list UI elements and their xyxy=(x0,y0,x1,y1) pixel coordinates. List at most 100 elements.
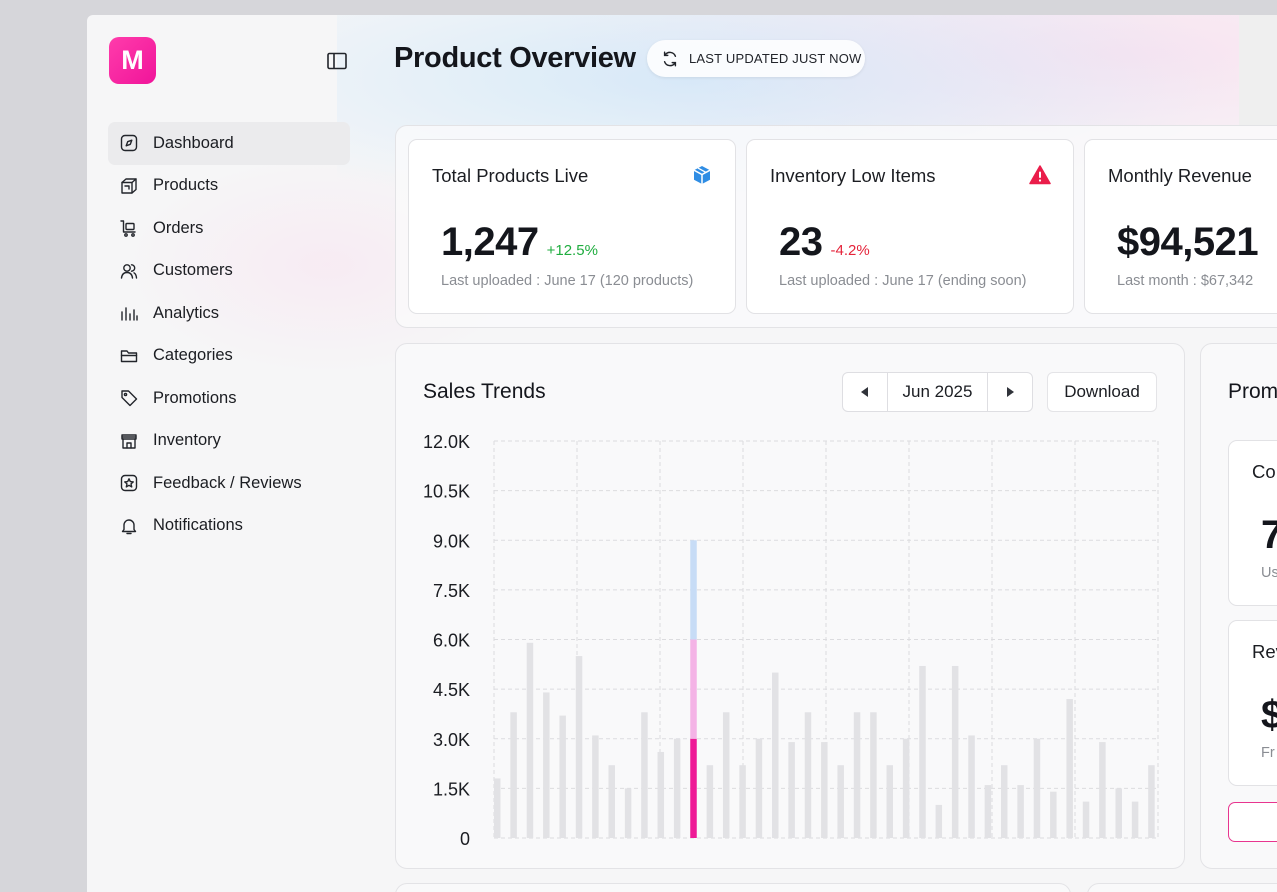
app-window: M Dashboard Products Orders Customers Analyt… xyxy=(87,15,1277,892)
stat-value: 23 -4.2% xyxy=(779,220,870,265)
chart-bar[interactable] xyxy=(951,665,959,838)
promo-card-subtext: Fr xyxy=(1261,745,1275,761)
chart-bar[interactable] xyxy=(804,712,812,838)
bottom-panel-left xyxy=(395,883,1071,892)
chart-bar[interactable] xyxy=(559,715,566,838)
chart-bar[interactable] xyxy=(1131,801,1139,838)
sales-trends-title: Sales Trends xyxy=(423,380,546,403)
chart-bar[interactable] xyxy=(886,765,894,838)
chart-bar[interactable] xyxy=(1148,765,1155,838)
promo-card-coupons: Co 7 Us xyxy=(1228,440,1277,606)
chart-bar[interactable] xyxy=(1000,765,1008,838)
sidebar-item-inventory[interactable]: Inventory xyxy=(108,420,350,463)
chart-bar[interactable] xyxy=(706,765,714,838)
chart-bar[interactable] xyxy=(641,712,648,838)
chart-bar[interactable] xyxy=(543,692,550,838)
cart-icon xyxy=(120,220,136,238)
download-button[interactable]: Download xyxy=(1047,372,1157,412)
warning-icon xyxy=(1029,164,1051,186)
chart-bar[interactable] xyxy=(984,785,992,838)
last-updated-badge[interactable]: LAST UPDATED JUST NOW xyxy=(647,40,865,77)
sidebar-item-label: Inventory xyxy=(153,431,221,450)
chart-bar[interactable] xyxy=(722,712,730,838)
stat-subtext: Last month : $67,342 xyxy=(1117,273,1254,289)
y-tick-label: 12.0K xyxy=(423,432,470,452)
chart-bar[interactable] xyxy=(853,712,861,838)
promo-card-value: $ xyxy=(1261,693,1277,737)
sidebar-item-analytics[interactable]: Analytics xyxy=(108,292,350,335)
caret-right-icon xyxy=(1007,387,1014,397)
chart-bar[interactable] xyxy=(1082,801,1090,838)
stat-number: $94,521 xyxy=(1117,220,1259,264)
app-logo[interactable]: M xyxy=(109,37,156,84)
sidebar-item-customers[interactable]: Customers xyxy=(108,250,350,293)
sidebar-item-categories[interactable]: Categories xyxy=(108,335,350,378)
stat-card-inventory-low: Inventory Low Items 23 -4.2% Last uploade… xyxy=(746,139,1074,314)
chart-bar-highlight-segment[interactable] xyxy=(690,738,697,838)
chart-bar[interactable] xyxy=(657,751,665,838)
package-icon xyxy=(691,164,713,186)
chart-bar[interactable] xyxy=(772,672,779,838)
chart-bar[interactable] xyxy=(788,742,795,838)
chart-bar[interactable] xyxy=(608,765,615,838)
month-picker: Jun 2025 xyxy=(842,372,1033,412)
chart-bar[interactable] xyxy=(821,742,828,838)
chart-bar[interactable] xyxy=(870,712,877,838)
caret-left-icon xyxy=(861,387,868,397)
chart-bar[interactable] xyxy=(837,765,844,838)
users-icon xyxy=(120,263,138,279)
y-tick-label: 10.5K xyxy=(423,482,470,502)
promo-card-subtext: Us xyxy=(1261,565,1277,581)
chart-bar[interactable] xyxy=(1050,791,1057,838)
chart-bar[interactable] xyxy=(935,804,943,838)
next-month-button[interactable] xyxy=(987,373,1032,411)
chart-bar[interactable] xyxy=(755,738,763,838)
chart-bar[interactable] xyxy=(1066,699,1073,838)
chart-bar-highlight-segment[interactable] xyxy=(690,540,697,640)
last-updated-label: LAST UPDATED JUST NOW xyxy=(689,51,862,66)
stat-card-monthly-revenue: Monthly Revenue $94,521 Last month : $67… xyxy=(1084,139,1277,314)
sidebar-toggle-icon[interactable] xyxy=(327,52,347,70)
chart-bar[interactable] xyxy=(1017,785,1024,838)
y-tick-label: 1.5K xyxy=(433,779,470,799)
sidebar-item-promotions[interactable]: Promotions xyxy=(108,377,350,420)
y-tick-label: 3.0K xyxy=(433,730,470,750)
bell-icon xyxy=(121,519,137,534)
prev-month-button[interactable] xyxy=(843,373,888,411)
sidebar-item-orders[interactable]: Orders xyxy=(108,207,350,250)
promo-card-value: 7 xyxy=(1261,513,1277,557)
chart-bar[interactable] xyxy=(592,735,599,838)
chart-bar[interactable] xyxy=(902,738,910,838)
y-tick-label: 4.5K xyxy=(433,680,470,700)
chart-bar[interactable] xyxy=(575,656,583,838)
sidebar-item-products[interactable]: Products xyxy=(108,165,350,208)
sidebar-item-dashboard[interactable]: Dashboard xyxy=(108,122,350,165)
sales-trends-panel: Sales Trends Jun 2025 Download 0 1.5K 3.0K… xyxy=(395,343,1185,869)
chart-bar[interactable] xyxy=(526,642,534,838)
sidebar-item-notifications[interactable]: Notifications xyxy=(108,505,350,548)
bar-chart-icon xyxy=(121,307,138,321)
chart-bar[interactable] xyxy=(1033,738,1041,838)
chart-bar[interactable] xyxy=(624,788,632,838)
promo-card-title: Co xyxy=(1252,461,1276,482)
stat-value: $94,521 xyxy=(1117,220,1259,265)
chart-bar-highlight-segment[interactable] xyxy=(690,639,697,739)
chart-bar[interactable] xyxy=(919,665,926,838)
y-tick-label: 9.0K xyxy=(433,531,470,551)
chart-bar[interactable] xyxy=(510,712,517,838)
chart-bar[interactable] xyxy=(494,778,501,838)
sidebar-item-label: Feedback / Reviews xyxy=(153,473,302,492)
chart-bar[interactable] xyxy=(1115,788,1122,838)
sidebar-item-label: Customers xyxy=(153,261,233,280)
chart-bar[interactable] xyxy=(673,738,681,838)
sidebar-item-feedback-reviews[interactable]: Feedback / Reviews xyxy=(108,462,350,505)
promo-card-revenue: Rev $ Fr xyxy=(1228,620,1277,786)
promo-card-title: Rev xyxy=(1252,641,1277,662)
chart-bar[interactable] xyxy=(739,765,746,838)
star-badge-icon xyxy=(120,475,138,492)
stat-title: Inventory Low Items xyxy=(770,165,936,186)
chart-bar[interactable] xyxy=(968,735,975,838)
promotions-action-button[interactable] xyxy=(1228,802,1277,842)
compass-icon xyxy=(120,135,138,152)
chart-bar[interactable] xyxy=(1099,742,1106,838)
